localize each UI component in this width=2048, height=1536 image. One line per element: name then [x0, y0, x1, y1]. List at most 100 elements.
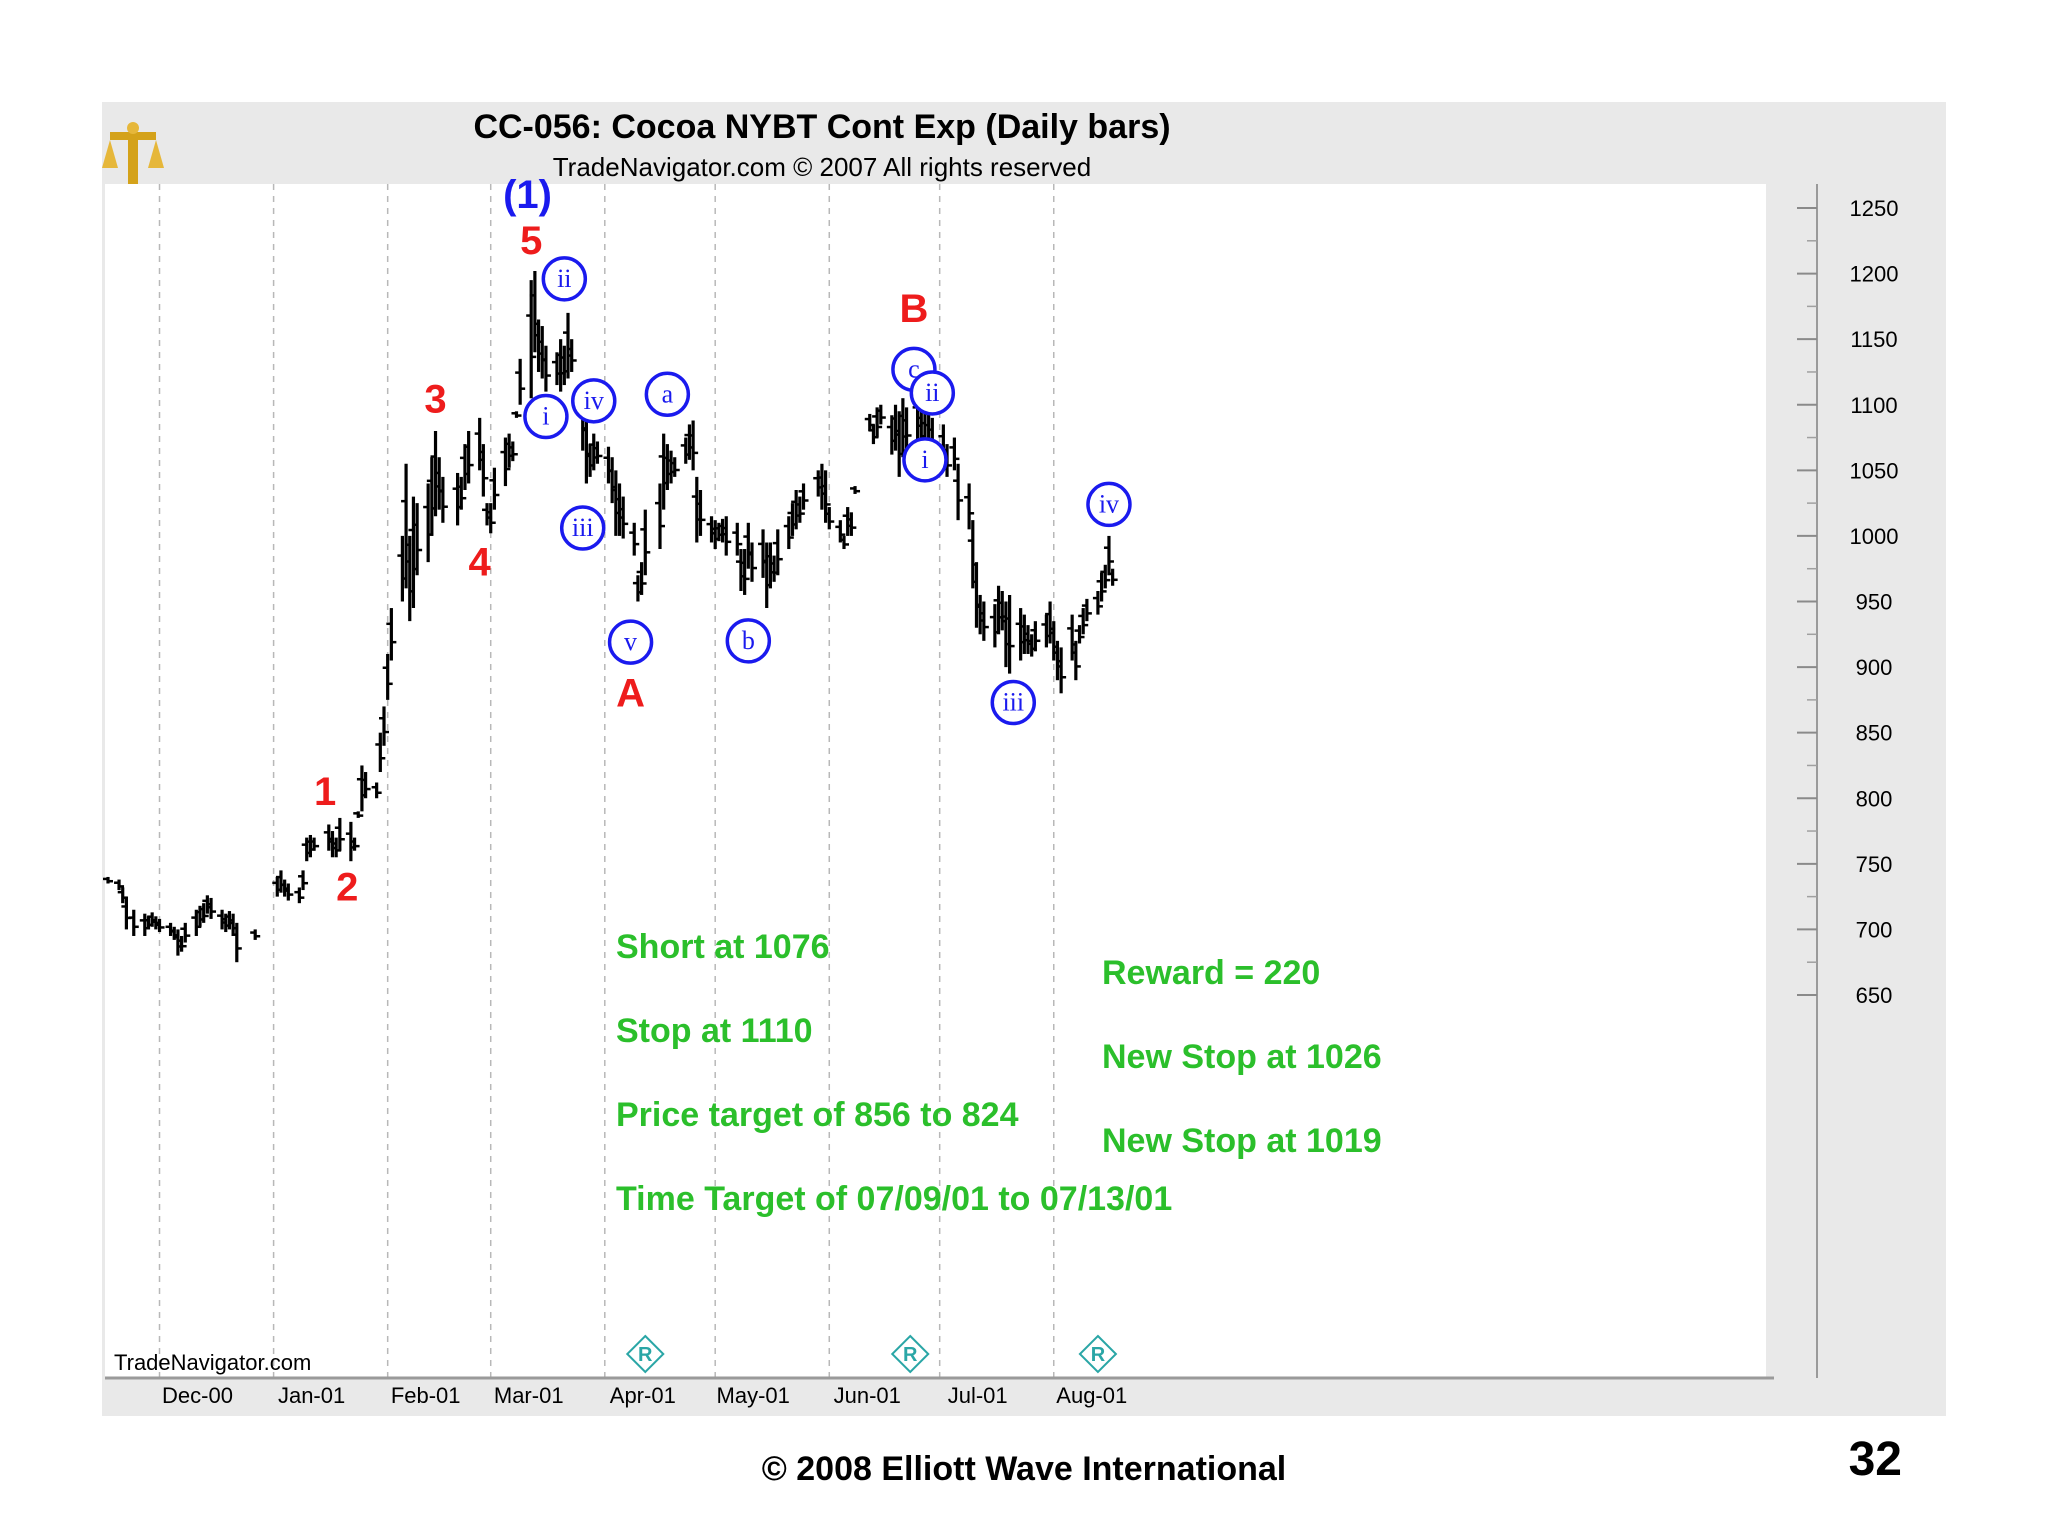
price-bar	[655, 483, 665, 550]
r-diamond-icon: R	[1078, 1334, 1118, 1374]
x-tick-label: Aug-01	[1056, 1383, 1127, 1408]
x-tick-label: Dec-00	[162, 1383, 233, 1408]
price-bar	[103, 876, 113, 884]
price-bar	[154, 918, 165, 933]
svg-text:R: R	[1091, 1344, 1106, 1366]
wave-label: (1)	[503, 173, 552, 217]
x-tick-label: Apr-01	[610, 1383, 676, 1408]
price-bar	[478, 444, 489, 497]
wave-label: 2	[336, 866, 358, 910]
price-bar	[283, 883, 294, 901]
annotation-left: Time Target of 07/09/01 to 07/13/01	[616, 1180, 1172, 1218]
trade-annotations: Short at 1076 Stop at 1110 Price target of…	[616, 928, 1382, 1218]
chart-subtitle: TradeNavigator.com © 2007 All rights res…	[553, 152, 1091, 182]
price-bar	[371, 782, 382, 799]
y-tick-label: 1050	[1850, 458, 1899, 483]
price-bar	[511, 411, 522, 418]
price-bar	[206, 897, 217, 919]
price-bar	[437, 476, 448, 523]
footer-copyright: © 2008 Elliott Wave International	[761, 1450, 1287, 1488]
price-bar	[412, 503, 423, 576]
y-tick-label: 800	[1856, 786, 1893, 811]
wave-circle: iii	[990, 679, 1037, 726]
price-bar	[353, 811, 364, 818]
price-bar	[798, 483, 809, 510]
wave-circle: iv	[1086, 481, 1132, 528]
axes: Dec-00 Jan-01 Feb-01 Mar-01 Apr-01 May-01 Jun-…	[105, 184, 1898, 1408]
x-tick-label: Feb-01	[391, 1383, 461, 1408]
price-bar	[772, 529, 783, 576]
price-bar	[507, 441, 518, 462]
price-bar	[309, 837, 320, 851]
price-bar	[114, 879, 125, 891]
price-bar	[349, 837, 360, 851]
wave-circle-label: a	[662, 379, 674, 408]
price-bar	[515, 358, 526, 405]
price-bar	[456, 476, 467, 510]
price-bar	[949, 437, 960, 471]
price-bar	[592, 441, 603, 464]
price-bar	[386, 608, 397, 661]
wave-circle: iii	[559, 505, 606, 551]
wave-circle: i	[902, 437, 948, 483]
price-bar	[872, 407, 883, 438]
price-bar	[964, 483, 975, 530]
price-bar	[953, 463, 964, 521]
wave-circle-label: b	[742, 626, 755, 655]
price-bar	[688, 420, 699, 471]
price-bar	[901, 407, 912, 451]
price-bar	[640, 509, 651, 576]
wave-label: A	[616, 671, 645, 715]
x-tick-label: Jul-01	[948, 1383, 1008, 1408]
watermark: TradeNavigator.com	[114, 1350, 311, 1375]
wave-circle: ii	[909, 370, 956, 416]
price-bar	[1030, 621, 1041, 652]
price-bar	[360, 772, 371, 799]
chart-svg: CC-056: Cocoa NYBT Cont Exp (Daily bars)…	[102, 108, 1898, 1408]
price-bar	[500, 437, 511, 487]
price-bar	[1103, 535, 1114, 576]
y-tick-label: 1100	[1850, 393, 1897, 418]
wave-circle: i	[523, 393, 569, 440]
wave-circle: iv	[571, 378, 617, 424]
wave-circle-label: ii	[925, 378, 939, 407]
wave-label: 1	[314, 770, 336, 814]
y-tick-label: 1250	[1850, 196, 1899, 221]
price-bar	[294, 887, 305, 904]
annotation-right: New Stop at 1026	[1102, 1038, 1382, 1076]
price-bar	[721, 516, 732, 556]
price-bar	[1096, 572, 1107, 602]
y-tick-label: 1200	[1850, 262, 1899, 287]
price-bar	[463, 430, 474, 484]
r-diamond-icon: R	[625, 1334, 665, 1374]
price-bar	[794, 496, 805, 523]
price-bar	[629, 522, 640, 556]
price-bar	[1004, 594, 1015, 674]
price-bar	[695, 490, 706, 536]
price-bar	[180, 922, 191, 943]
x-tick-label: Mar-01	[494, 1383, 564, 1408]
y-tick-label: 850	[1856, 721, 1893, 746]
wave-circle: b	[725, 618, 772, 664]
wave-label: 3	[424, 378, 446, 422]
price-bar	[636, 562, 647, 595]
price-bar	[334, 817, 345, 851]
chart-frame: CC-056: Cocoa NYBT Cont Exp (Daily bars)…	[102, 102, 1946, 1416]
price-bar	[1074, 625, 1085, 644]
wave-circle-label: i	[542, 402, 549, 431]
price-bar	[128, 909, 139, 936]
y-tick-label: 750	[1856, 852, 1893, 877]
wave-circle-label: iv	[1099, 489, 1119, 518]
y-tick-label: 900	[1856, 655, 1893, 680]
price-bar	[375, 732, 386, 773]
wave-circle: ii	[541, 256, 588, 302]
wave-circle-label: i	[921, 445, 928, 474]
price-bar	[379, 706, 389, 746]
y-tick-label: 650	[1856, 983, 1893, 1008]
price-bar	[978, 601, 989, 641]
svg-text:R: R	[638, 1344, 653, 1366]
price-bar	[732, 522, 743, 556]
price-bar	[739, 549, 750, 595]
wave-label: B	[899, 287, 928, 331]
